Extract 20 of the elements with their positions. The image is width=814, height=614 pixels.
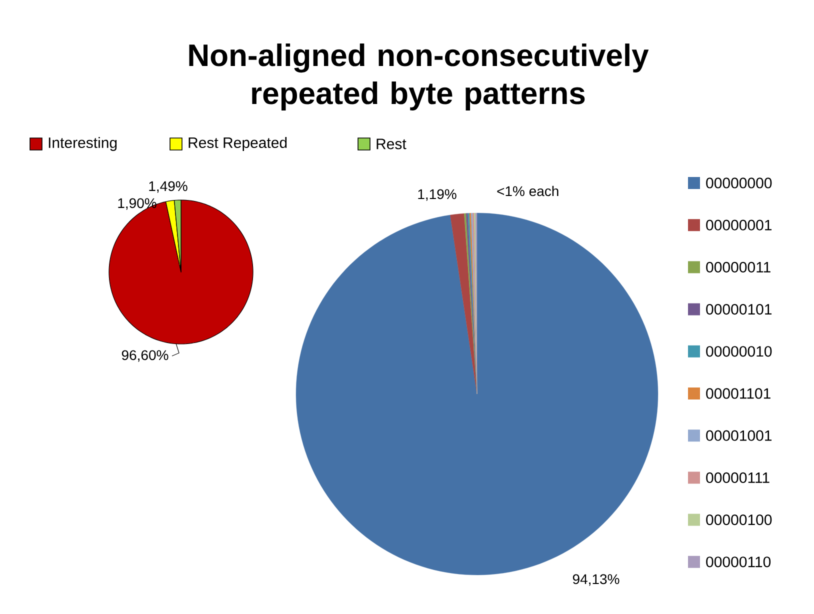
legend-label: Rest Repeated	[188, 137, 287, 151]
legend-label: 00001001	[706, 430, 772, 441]
text: <1% each	[497, 186, 558, 196]
data-label: 96,60%	[122, 350, 168, 362]
legend-label: 00000000	[706, 178, 772, 188]
data-label: 1,90%	[118, 198, 156, 210]
legend-label: 00000010	[706, 346, 772, 357]
legend-label: Interesting	[48, 137, 117, 151]
legend-label: 00000001	[706, 220, 772, 230]
data-label: 1,49%	[149, 181, 188, 193]
legend-label: 00000111	[706, 472, 770, 484]
chart-title: Non-aligned non-consecutively repeated byte patterns	[189, 44, 649, 110]
legend-label: Rest	[376, 138, 406, 150]
legend-label: 00000011	[706, 262, 770, 273]
legend-label: 00001101	[706, 388, 770, 399]
legend-label: 00000101	[706, 304, 772, 315]
legend-label: 00000110	[706, 556, 771, 568]
data-label: 1,19%	[418, 189, 456, 201]
legend-label: 00000100	[706, 514, 772, 526]
data-label: 94,13%	[572, 574, 620, 586]
